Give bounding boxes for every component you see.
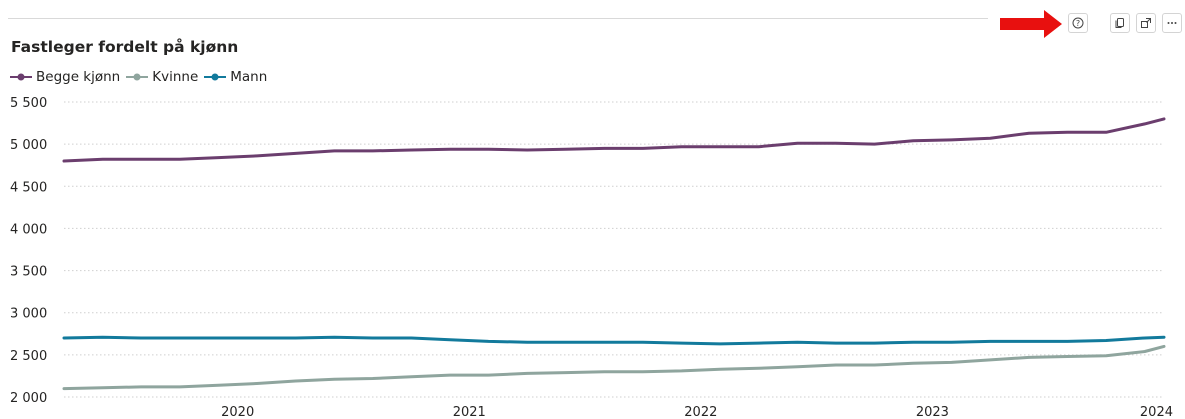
x-tick-label-2021: 2021 [453, 405, 486, 419]
legend-marker-begge-kjonn [10, 73, 32, 81]
help-button[interactable]: ? [1068, 13, 1088, 33]
chart-legend: Begge kjønn Kvinne Mann [10, 69, 273, 85]
legend-marker-mann [204, 73, 227, 81]
legend-label-kvinne: Kvinne [152, 69, 199, 85]
x-tick-label-2022: 2022 [684, 405, 717, 419]
copy-visual-button[interactable] [1110, 13, 1130, 33]
y-tick-label-3500: 3 500 [10, 265, 47, 280]
legend-label-mann: Mann [230, 69, 268, 85]
y-tick-label-5000: 5 000 [10, 138, 47, 153]
legend-item-mann[interactable]: Mann [204, 69, 267, 85]
y-tick-label-4500: 4 500 [10, 180, 47, 195]
top-divider [8, 18, 988, 19]
series-line-mann [62, 335, 1166, 346]
legend-marker-kvinne [126, 73, 149, 81]
chart-title: Fastleger fordelt på kjønn [11, 38, 239, 56]
series-line-kvinne [62, 344, 1166, 391]
x-tick-label-2020: 2020 [221, 405, 254, 419]
y-tick-label-2500: 2 500 [10, 349, 47, 364]
legend-label-begge-kjonn: Begge kjønn [36, 69, 121, 85]
legend-item-kvinne[interactable]: Kvinne [126, 69, 198, 85]
y-tick-label-4000: 4 000 [10, 222, 47, 237]
y-tick-label-2000: 2 000 [10, 391, 47, 406]
svg-text:?: ? [1076, 19, 1080, 28]
copy-icon [1115, 18, 1124, 28]
y-tick-label-3000: 3 000 [10, 307, 47, 322]
focus-mode-button[interactable] [1136, 13, 1156, 33]
red-arrow-icon [1000, 10, 1062, 38]
series-line-begge-kjonn [62, 117, 1166, 163]
x-tick-label-2024: 2024 [1140, 405, 1173, 419]
focus-mode-icon [1141, 18, 1151, 28]
legend-item-begge-kjonn[interactable]: Begge kjønn [10, 69, 120, 85]
more-options-button[interactable] [1162, 13, 1182, 33]
x-tick-label-2023: 2023 [916, 405, 949, 419]
y-tick-label-5500: 5 500 [10, 96, 47, 111]
help-circle-icon: ? [1072, 17, 1084, 29]
red-arrow-shape [1000, 10, 1062, 38]
more-options-icon [1167, 22, 1177, 24]
